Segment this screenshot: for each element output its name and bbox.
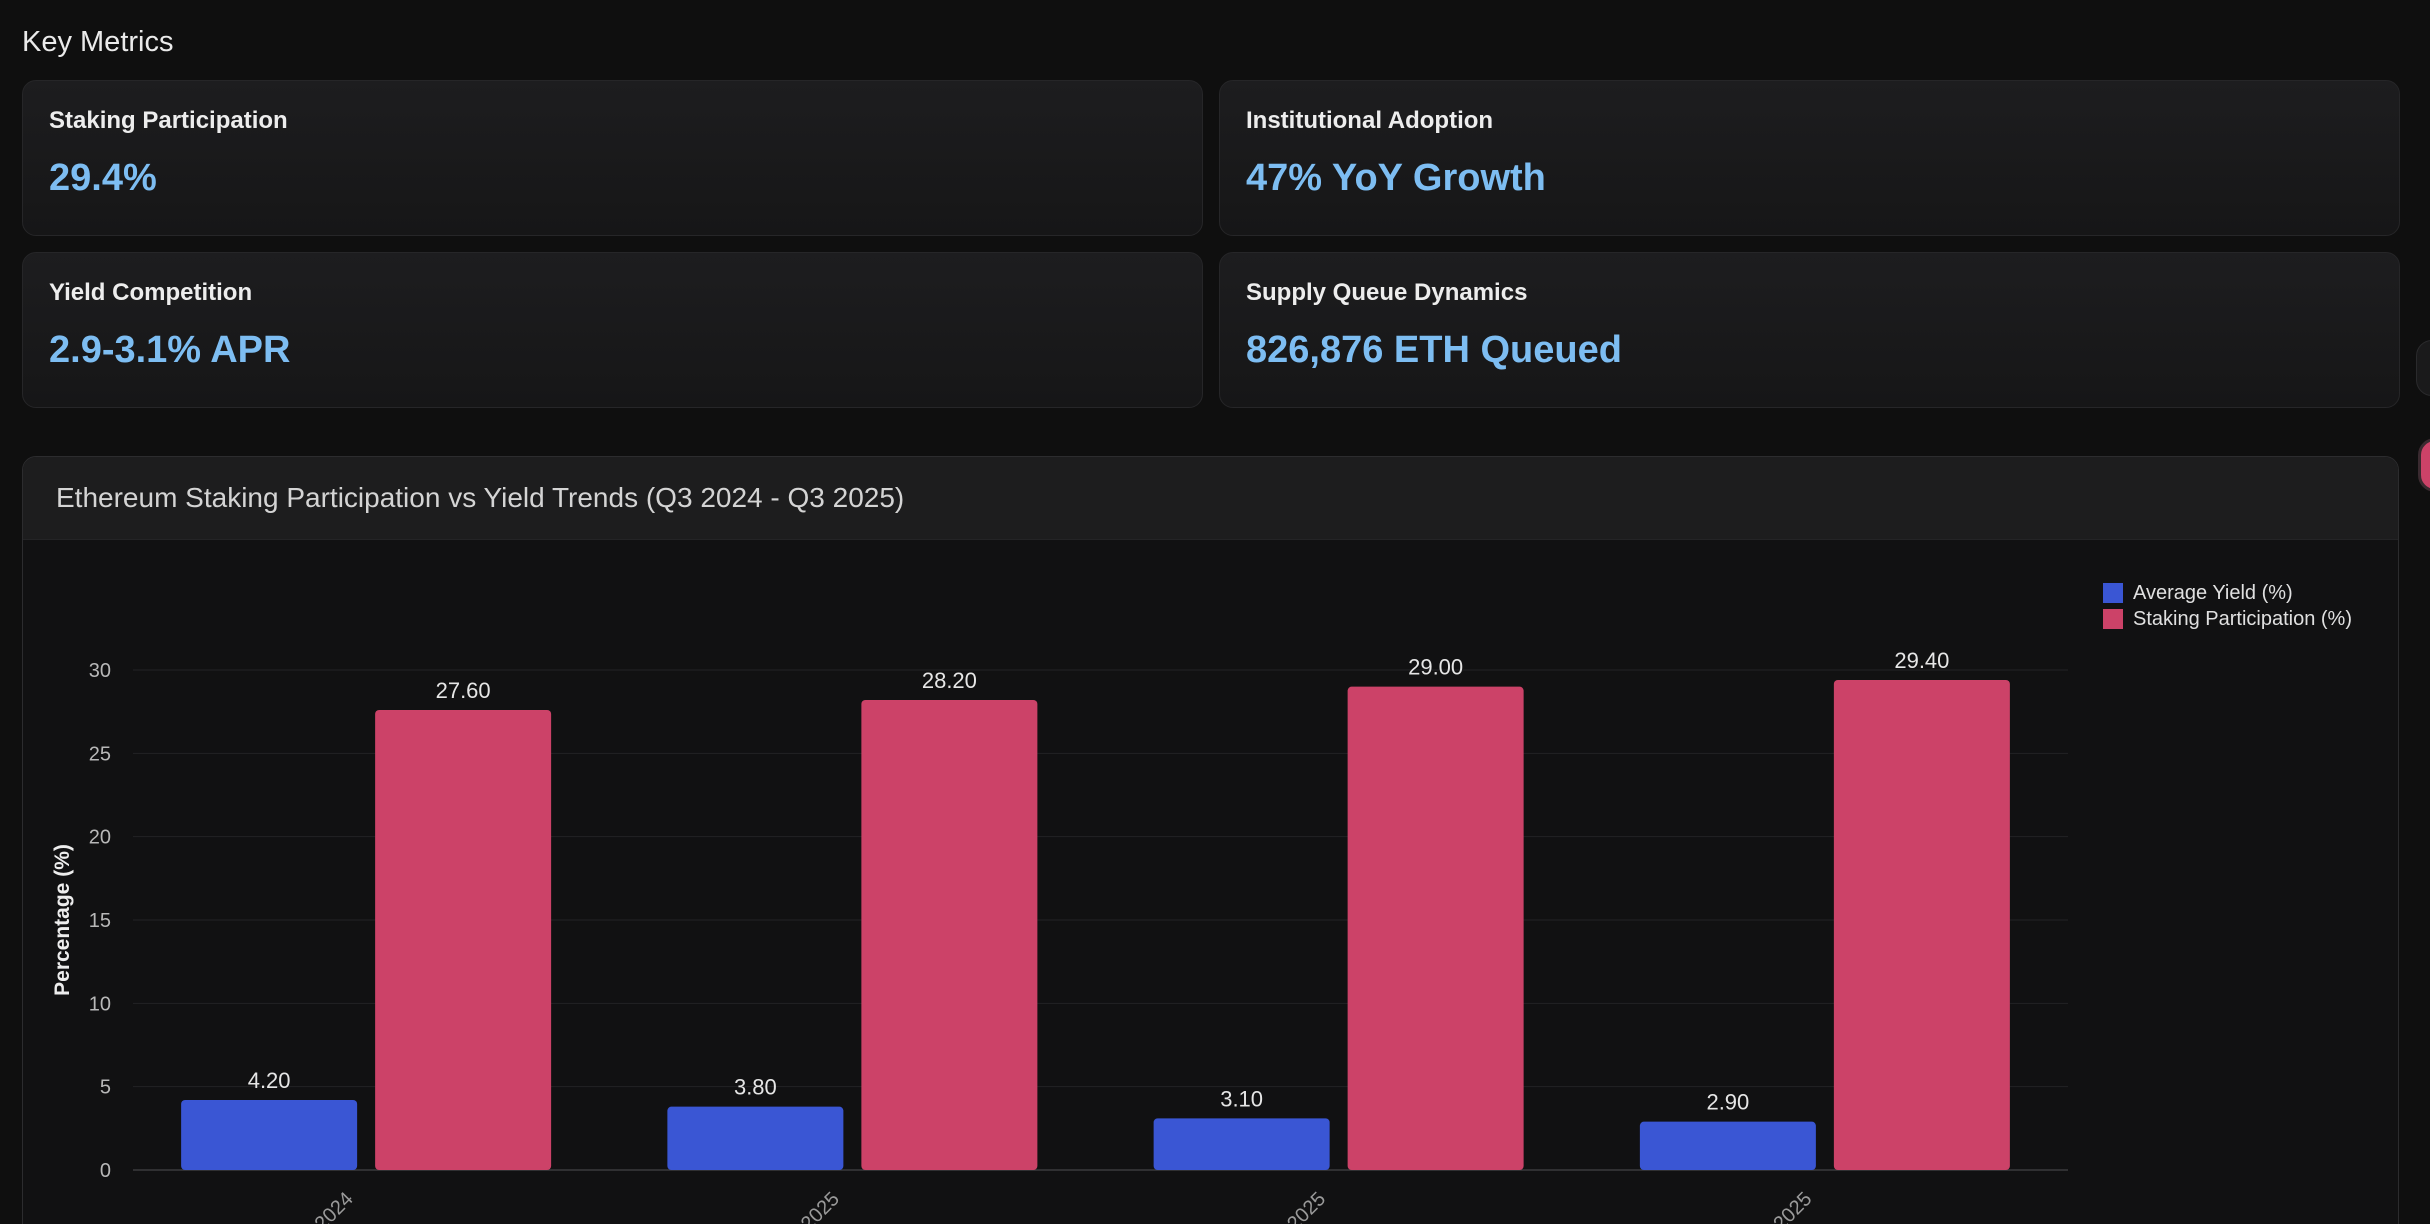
x-tick-label: Q3 2024	[288, 1188, 358, 1224]
bar-staking-participation	[375, 710, 552, 1170]
bar-staking-participation	[861, 700, 1038, 1170]
legend-item-average-yield[interactable]: Average Yield (%)	[2103, 580, 2352, 606]
y-tick-label: 0	[100, 1160, 111, 1182]
data-label: 29.40	[1894, 648, 1949, 673]
data-label: 3.80	[734, 1075, 777, 1100]
x-tick-label: Q3 2025	[1747, 1188, 1817, 1224]
metric-card-supply-queue: Supply Queue Dynamics 826,876 ETH Queued	[1219, 252, 2400, 408]
y-tick-label: 25	[89, 743, 111, 765]
metric-value: 47% YoY Growth	[1246, 157, 1546, 199]
y-tick-label: 5	[100, 1077, 111, 1099]
y-axis-label: Percentage (%)	[51, 844, 74, 996]
data-label: 3.10	[1220, 1086, 1263, 1111]
chart-header: Ethereum Staking Participation vs Yield …	[23, 457, 2398, 540]
bar-average-yield	[181, 1100, 358, 1170]
data-label: 28.20	[922, 668, 977, 693]
chart-card: Ethereum Staking Participation vs Yield …	[22, 456, 2399, 1224]
y-tick-label: 20	[89, 827, 111, 849]
y-tick-label: 10	[89, 993, 111, 1015]
x-axis-label: Quarter	[1056, 1222, 1136, 1224]
metric-label: Supply Queue Dynamics	[1246, 279, 1528, 306]
metric-card-staking-participation: Staking Participation 29.4%	[22, 80, 1203, 236]
metrics-grid: Staking Participation 29.4% Institutiona…	[22, 80, 2400, 408]
bar-average-yield	[667, 1106, 844, 1170]
metric-label: Staking Participation	[49, 107, 288, 134]
metric-label: Yield Competition	[49, 279, 253, 306]
legend-swatch	[2103, 583, 2123, 603]
bar-average-yield	[1639, 1121, 1816, 1170]
bar-staking-participation	[1347, 686, 1524, 1170]
x-tick-label: Q1 2025	[774, 1188, 844, 1224]
bar-staking-participation	[1833, 680, 2010, 1170]
side-toggle-button[interactable]	[2418, 438, 2430, 492]
data-label: 2.90	[1706, 1090, 1749, 1115]
data-label: 27.60	[436, 678, 491, 703]
chart-body: 0 5 10 15 20 25 30 4.20 27.60 Q3 2024 3.80 28.20 Q1 …	[23, 540, 2398, 1224]
metric-card-institutional-adoption: Institutional Adoption 47% YoY Growth	[1219, 80, 2400, 236]
data-label: 29.00	[1408, 655, 1463, 680]
metric-card-yield-competition: Yield Competition 2.9-3.1% APR	[22, 252, 1203, 408]
bar-chart: 0 5 10 15 20 25 30 4.20 27.60 Q3 2024 3.80 28.20 Q1 …	[51, 648, 2068, 1224]
metric-label: Institutional Adoption	[1246, 107, 1494, 134]
y-tick-label: 30	[89, 660, 111, 682]
x-tick-label: Q2 2025	[1260, 1188, 1330, 1224]
bar-average-yield	[1153, 1118, 1330, 1170]
legend-label: Staking Participation (%)	[2133, 607, 2352, 630]
legend-swatch	[2103, 609, 2123, 629]
metric-value: 29.4%	[49, 157, 157, 199]
legend-item-staking-participation[interactable]: Staking Participation (%)	[2103, 606, 2352, 632]
metric-value: 2.9-3.1% APR	[49, 329, 291, 371]
section-title: Key Metrics	[22, 26, 174, 58]
chart-legend: Average Yield (%) Staking Participation …	[2103, 580, 2352, 632]
metric-value: 826,876 ETH Queued	[1246, 329, 1622, 371]
legend-label: Average Yield (%)	[2133, 581, 2293, 604]
side-panel-handle[interactable]	[2416, 340, 2430, 396]
data-label: 4.20	[248, 1068, 291, 1093]
y-tick-label: 15	[89, 910, 111, 932]
